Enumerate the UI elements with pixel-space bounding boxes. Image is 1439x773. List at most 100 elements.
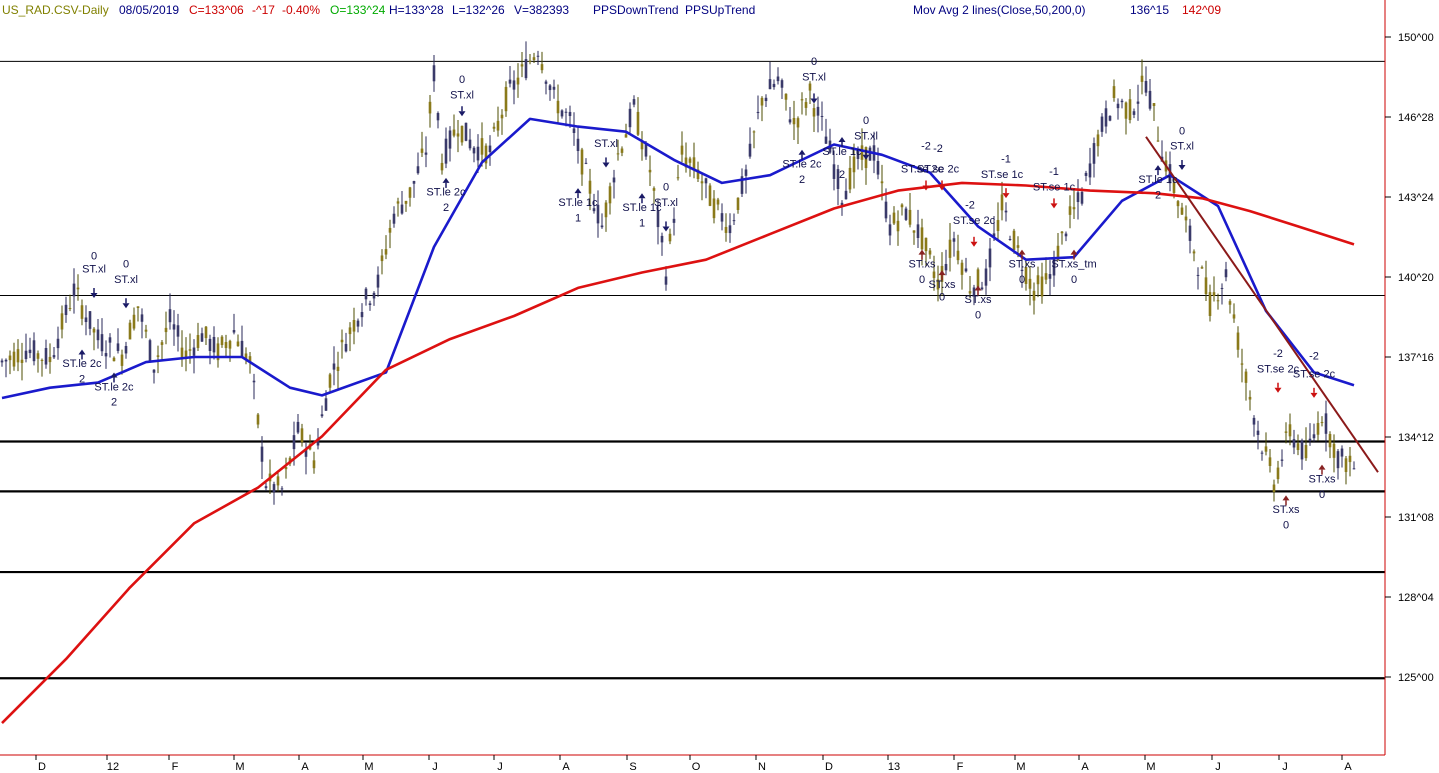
price-bar (896, 210, 900, 246)
bar-body (676, 177, 680, 179)
price-bar (444, 127, 448, 169)
price-bar (72, 268, 76, 314)
price-bar (1028, 266, 1032, 306)
arrow-head (602, 162, 610, 168)
bar-body (556, 100, 560, 114)
bar-body (608, 186, 612, 204)
arrow-down-icon (922, 180, 930, 191)
bar-body (448, 130, 452, 149)
price-bar (908, 193, 912, 228)
price-bar (664, 266, 668, 291)
price-bar (1036, 266, 1040, 298)
bar-body (892, 212, 896, 224)
bar-body (32, 340, 36, 362)
bar-body (1244, 371, 1248, 383)
arrow-down-icon (970, 236, 978, 247)
bar-body (1012, 230, 1016, 251)
bar-body (152, 369, 156, 373)
price-bar (1312, 423, 1316, 442)
bar-body (968, 291, 972, 294)
bar-body (444, 138, 448, 164)
arrow-down-icon (1310, 387, 1318, 398)
price-bar (528, 54, 532, 65)
price-bar (1264, 432, 1268, 456)
bar-body (192, 347, 196, 356)
bar-body (832, 164, 836, 179)
price-bar (164, 311, 168, 345)
bar-body (360, 312, 364, 318)
bar-body (824, 136, 828, 144)
price-bar (588, 168, 592, 211)
price-bar (1200, 265, 1204, 269)
bar-body (204, 326, 208, 339)
price-bar (216, 337, 220, 368)
bar-body (368, 303, 372, 305)
arrow-head (442, 177, 450, 183)
price-bar (1280, 449, 1284, 467)
signal-label: ST.xl (594, 138, 618, 150)
price-bar (660, 232, 664, 256)
bar-body (280, 488, 284, 490)
bar-body (1068, 206, 1072, 215)
bar-body (1196, 274, 1200, 276)
bar-body (296, 421, 300, 433)
price-bar (1292, 429, 1296, 455)
price-bar (836, 164, 840, 206)
bar-body (236, 341, 240, 347)
price-bar (636, 97, 640, 136)
price-bar (1064, 231, 1068, 242)
bar-body (1116, 103, 1120, 109)
price-bar (1044, 257, 1048, 285)
price-bar (92, 327, 96, 351)
bar-body (508, 79, 512, 84)
price-bar (560, 109, 564, 119)
price-bar (480, 122, 484, 167)
price-bar (1208, 284, 1212, 322)
price-bar (312, 451, 316, 474)
price-bar (932, 255, 936, 291)
signal-label: ST.se 2c (901, 164, 944, 176)
arrow-down-icon (862, 149, 870, 160)
bar-body (1292, 439, 1296, 448)
price-bar (776, 67, 780, 85)
price-bar (1284, 422, 1288, 444)
price-bar (4, 358, 8, 378)
bar-body (8, 355, 12, 361)
bar-body (1272, 484, 1276, 493)
price-bar (996, 202, 1000, 240)
price-bar (608, 182, 612, 215)
price-bar (260, 436, 264, 480)
price-bar (956, 234, 960, 265)
down-trendline (1145, 136, 1379, 473)
bar-body (220, 336, 224, 346)
header-open: O=133^24 (330, 3, 386, 17)
price-axis-ticks: 150^00 146^28 143^24 140^20 137^16 134^12 131^… (1385, 32, 1434, 684)
price-tick-label: 140^20 (1398, 272, 1434, 284)
bar-body (396, 201, 400, 204)
price-bar (768, 61, 772, 90)
signal-label: 1 (639, 217, 645, 229)
bar-body (568, 111, 572, 117)
bar-body (248, 356, 252, 363)
price-bar (516, 63, 520, 98)
arrow-head (574, 188, 582, 194)
bar-body (628, 108, 632, 128)
bar-body (984, 268, 988, 286)
price-bar (1348, 447, 1352, 477)
arrow-head (1154, 165, 1162, 171)
signal-label: -2 (1309, 351, 1319, 363)
bar-body (1040, 276, 1044, 297)
bar-body (1324, 413, 1328, 434)
price-bar (544, 79, 548, 95)
bar-body (756, 111, 760, 114)
price-bar (964, 257, 968, 273)
bar-body (584, 162, 588, 164)
price-bar (236, 334, 240, 347)
bar-body (932, 271, 936, 278)
price-bar (1288, 413, 1292, 446)
bar-body (1268, 457, 1272, 466)
bar-body (472, 147, 476, 154)
header-symbol: US_RAD.CSV-Daily (2, 3, 109, 17)
